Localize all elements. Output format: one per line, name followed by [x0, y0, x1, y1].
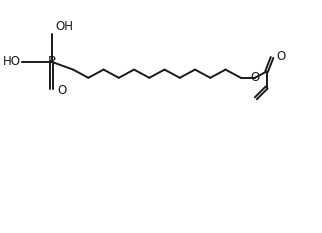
Text: P: P — [48, 55, 56, 68]
Text: HO: HO — [3, 55, 21, 68]
Text: OH: OH — [55, 21, 73, 33]
Text: O: O — [57, 84, 66, 97]
Text: O: O — [250, 71, 260, 84]
Text: O: O — [276, 50, 286, 63]
